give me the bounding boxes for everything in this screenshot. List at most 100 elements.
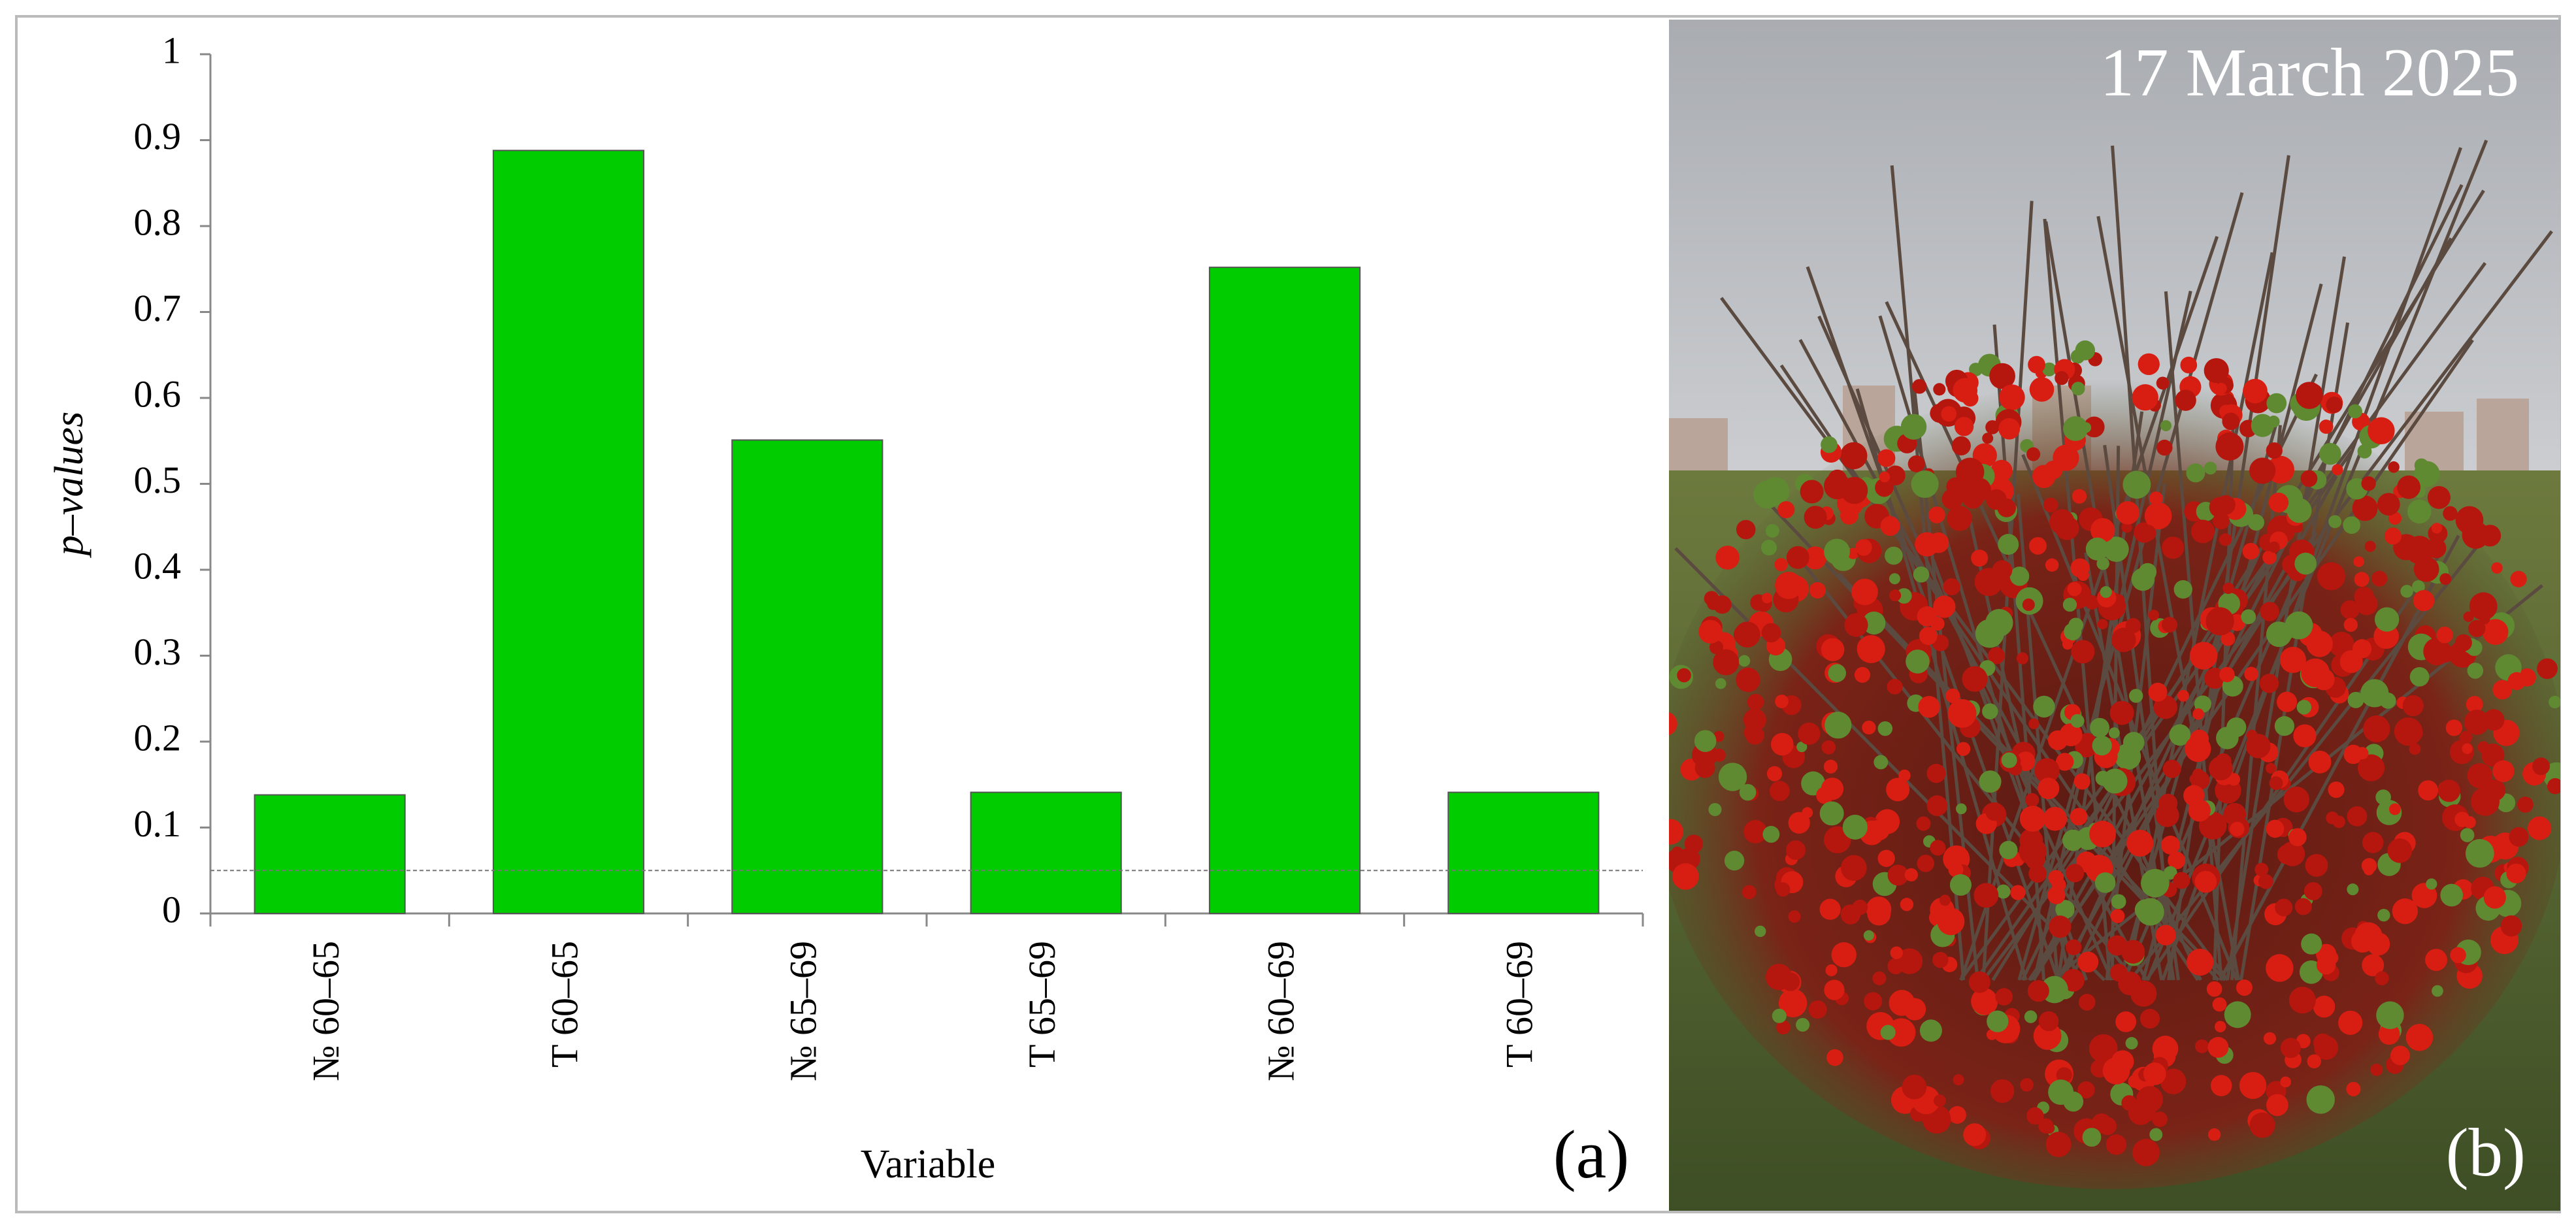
flower xyxy=(2491,562,2503,574)
flower xyxy=(2483,886,2506,909)
flower xyxy=(2326,811,2339,825)
flower xyxy=(2277,626,2293,642)
flower xyxy=(2230,821,2245,837)
flower xyxy=(2156,376,2170,390)
flower xyxy=(1896,588,1912,604)
bar xyxy=(731,439,883,914)
flower xyxy=(2033,695,2055,718)
flower xyxy=(2132,1138,2160,1166)
flower xyxy=(2048,870,2064,886)
flower xyxy=(2464,710,2490,735)
flower xyxy=(1775,882,1791,897)
flower xyxy=(1808,1000,1827,1019)
flower xyxy=(1887,678,1903,695)
flower xyxy=(2116,501,2139,525)
flower xyxy=(1946,477,1966,497)
flower xyxy=(2305,853,2328,877)
flower xyxy=(2462,743,2473,755)
y-tick-label: 1 xyxy=(162,29,181,71)
flower xyxy=(2075,340,2096,361)
flower xyxy=(2028,718,2039,729)
flower xyxy=(2317,562,2345,591)
flower xyxy=(1825,964,1838,977)
flower xyxy=(1917,606,1938,627)
flower xyxy=(2138,563,2157,582)
flower xyxy=(2038,1118,2054,1134)
flower xyxy=(2173,580,2192,599)
flower xyxy=(2308,750,2332,774)
flower xyxy=(2296,700,2312,715)
branch xyxy=(2230,425,2282,981)
flower xyxy=(1826,1049,1843,1066)
flower xyxy=(1694,730,1717,752)
flower xyxy=(1911,470,1939,499)
flower xyxy=(1877,849,1895,867)
flower xyxy=(1933,595,1956,618)
flower xyxy=(2388,461,2400,473)
flower xyxy=(2280,1038,2301,1059)
flower xyxy=(2067,582,2082,597)
flower xyxy=(2070,808,2088,826)
flower xyxy=(1775,572,1803,599)
flower xyxy=(1889,589,1902,602)
flower xyxy=(1770,732,1794,756)
flower xyxy=(2537,658,2558,680)
flower xyxy=(2479,613,2490,625)
flower xyxy=(1855,539,1872,556)
flower xyxy=(2062,597,2077,612)
flower xyxy=(2207,1128,2221,1141)
flower xyxy=(2158,793,2178,813)
flower xyxy=(1840,904,1861,925)
flower xyxy=(2243,378,2268,404)
flower xyxy=(1945,688,1960,704)
flower xyxy=(2346,1081,2361,1096)
flower xyxy=(2221,631,2236,646)
flower xyxy=(2263,1032,2277,1045)
flower xyxy=(1724,851,1745,871)
flower xyxy=(1786,840,1806,861)
flower xyxy=(2268,492,2289,513)
flower xyxy=(2049,915,2072,938)
flower xyxy=(2437,644,2455,663)
flower xyxy=(2262,550,2277,565)
flower xyxy=(2151,1091,2162,1104)
flower xyxy=(1875,478,1894,497)
flower xyxy=(2139,1008,2160,1029)
flower xyxy=(2500,915,2522,937)
flower xyxy=(2070,558,2090,578)
flower xyxy=(2352,495,2378,521)
flower xyxy=(2195,1039,2209,1053)
flower xyxy=(2194,695,2212,713)
flower xyxy=(2059,723,2083,747)
flower xyxy=(1819,801,1844,826)
flower xyxy=(2065,864,2085,883)
flower xyxy=(1933,383,1946,396)
photo: 17 March 2025 (b) xyxy=(1669,20,2560,1211)
flower xyxy=(2207,1037,2229,1058)
flower xyxy=(2432,985,2443,997)
flower xyxy=(2083,416,2105,438)
flower xyxy=(2160,1068,2187,1094)
flower xyxy=(2258,874,2273,889)
flower xyxy=(1885,465,1906,485)
flower xyxy=(2376,1001,2404,1030)
flower xyxy=(2128,1075,2141,1089)
flower xyxy=(2244,666,2259,681)
flower xyxy=(1999,384,2025,410)
flower xyxy=(2400,585,2413,598)
flower xyxy=(2450,947,2466,964)
flower xyxy=(1973,883,1999,908)
flower xyxy=(2138,353,2160,376)
flower xyxy=(2148,682,2168,702)
flower xyxy=(1948,862,1964,878)
flower xyxy=(1943,915,1956,928)
flower xyxy=(1956,742,1971,756)
flower xyxy=(1930,840,1946,856)
flower xyxy=(1821,638,1845,662)
flower xyxy=(2210,1075,2232,1096)
flower xyxy=(1788,910,1801,923)
flower xyxy=(1999,840,2018,860)
flower xyxy=(2532,757,2551,776)
flower xyxy=(1776,1020,1791,1035)
flower xyxy=(2397,475,2421,499)
